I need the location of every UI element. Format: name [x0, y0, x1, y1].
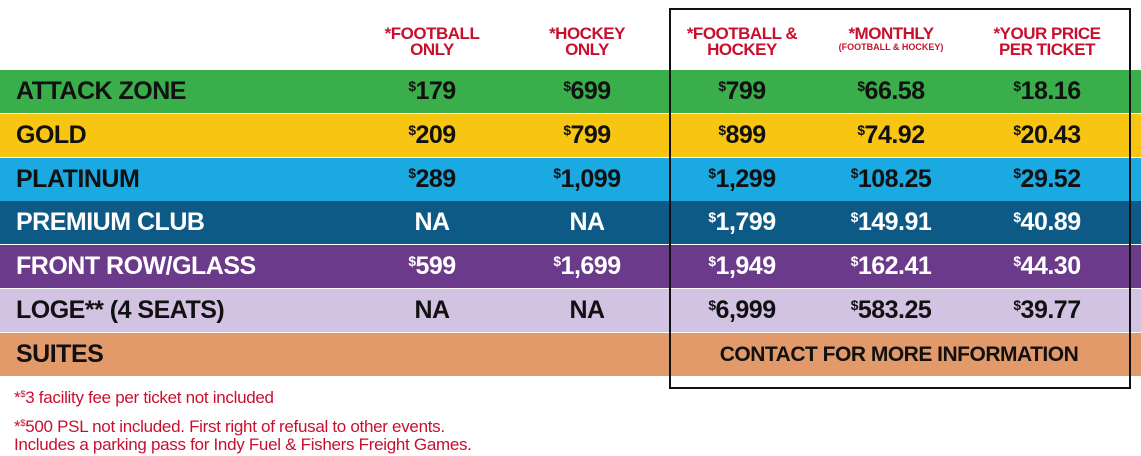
row-label: SUITES: [16, 339, 104, 368]
price-cell: $149.91: [850, 208, 932, 237]
price-cell: $1,299: [708, 164, 776, 193]
price-row: LOGE** (4 SEATS) NA NA $6,999 $583.25 $39.77: [0, 289, 1141, 332]
footnote: *$500 PSL not included. First right of r…: [14, 417, 472, 454]
suites-row: SUITES CONTACT FOR MORE INFORMATION: [0, 332, 1141, 376]
price-cell: $29.52: [1013, 164, 1081, 193]
price-cell: $899: [718, 120, 766, 149]
price-cell: NA: [569, 208, 605, 237]
row-label: PLATINUM: [16, 164, 140, 193]
price-cell: $66.58: [857, 77, 925, 105]
column-title: *HOCKEY ONLY: [549, 24, 625, 59]
price-cell: $1,799: [708, 208, 776, 237]
price-cell: $40.89: [1013, 208, 1081, 237]
price-cell: $209: [408, 120, 456, 149]
price-cell: $179: [408, 77, 456, 105]
price-cell: $1,699: [553, 252, 621, 281]
price-row: ATTACK ZONE $179 $699 $799 $66.58 $18.16: [0, 70, 1141, 113]
price-cell: $799: [563, 120, 611, 149]
price-cell: $699: [563, 77, 611, 105]
footnote: *$3 facility fee per ticket not included: [14, 388, 274, 407]
row-label: ATTACK ZONE: [16, 77, 186, 105]
column-header: *FOOTBALL & HOCKEY: [662, 24, 822, 59]
column-header: *HOCKEY ONLY: [507, 24, 667, 59]
highlight-box: [669, 8, 1131, 389]
price-cell: $583.25: [850, 296, 932, 324]
price-cell: $799: [718, 77, 766, 105]
price-cell: $74.92: [857, 120, 925, 149]
price-cell: $599: [408, 252, 456, 281]
column-title: *YOUR PRICE PER TICKET: [993, 24, 1101, 59]
column-header: *FOOTBALL ONLY: [352, 24, 512, 59]
price-cell: $18.16: [1013, 77, 1081, 105]
price-cell: $108.25: [850, 164, 932, 193]
price-row: FRONT ROW/GLASS $599 $1,699 $1,949 $162.41 $4…: [0, 245, 1141, 289]
price-cell: $20.43: [1013, 120, 1081, 149]
row-label: LOGE** (4 SEATS): [16, 296, 225, 324]
price-cell: $1,949: [708, 252, 776, 281]
price-cell: $6,999: [708, 296, 776, 324]
column-title: *MONTHLY: [848, 24, 934, 43]
column-header: *MONTHLY (FOOTBALL & HOCKEY): [811, 24, 971, 52]
price-cell: NA: [569, 296, 605, 324]
price-cell: $39.77: [1013, 296, 1081, 324]
price-row: PLATINUM $289 $1,099 $1,299 $108.25 $29.52: [0, 157, 1141, 201]
price-cell: NA: [414, 296, 450, 324]
column-title: *FOOTBALL ONLY: [384, 24, 480, 59]
price-cell: NA: [414, 208, 450, 237]
price-cell: $289: [408, 164, 456, 193]
row-label: PREMIUM CLUB: [16, 208, 205, 237]
column-subtitle: (FOOTBALL & HOCKEY): [838, 42, 944, 52]
price-cell: $44.30: [1013, 252, 1081, 281]
price-row: PREMIUM CLUB NA NA $1,799 $149.91 $40.89: [0, 201, 1141, 245]
price-cell: $1,099: [553, 164, 621, 193]
price-row: GOLD $209 $799 $899 $74.92 $20.43: [0, 113, 1141, 157]
row-label: GOLD: [16, 120, 87, 149]
column-title: *FOOTBALL & HOCKEY: [686, 24, 798, 59]
suites-note: CONTACT FOR MORE INFORMATION: [719, 342, 1079, 366]
column-header: *YOUR PRICE PER TICKET: [967, 24, 1127, 59]
row-label: FRONT ROW/GLASS: [16, 252, 256, 281]
price-cell: $162.41: [850, 252, 932, 281]
